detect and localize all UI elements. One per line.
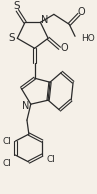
Text: S: S [8, 33, 15, 43]
Text: N: N [22, 101, 30, 111]
Text: Cl: Cl [2, 137, 11, 146]
Text: HO: HO [81, 34, 95, 43]
Text: O: O [78, 7, 86, 17]
Text: O: O [61, 43, 68, 53]
Text: Cl: Cl [2, 158, 11, 168]
Text: N: N [41, 15, 48, 25]
Text: S: S [13, 1, 20, 11]
Text: Cl: Cl [47, 155, 55, 164]
